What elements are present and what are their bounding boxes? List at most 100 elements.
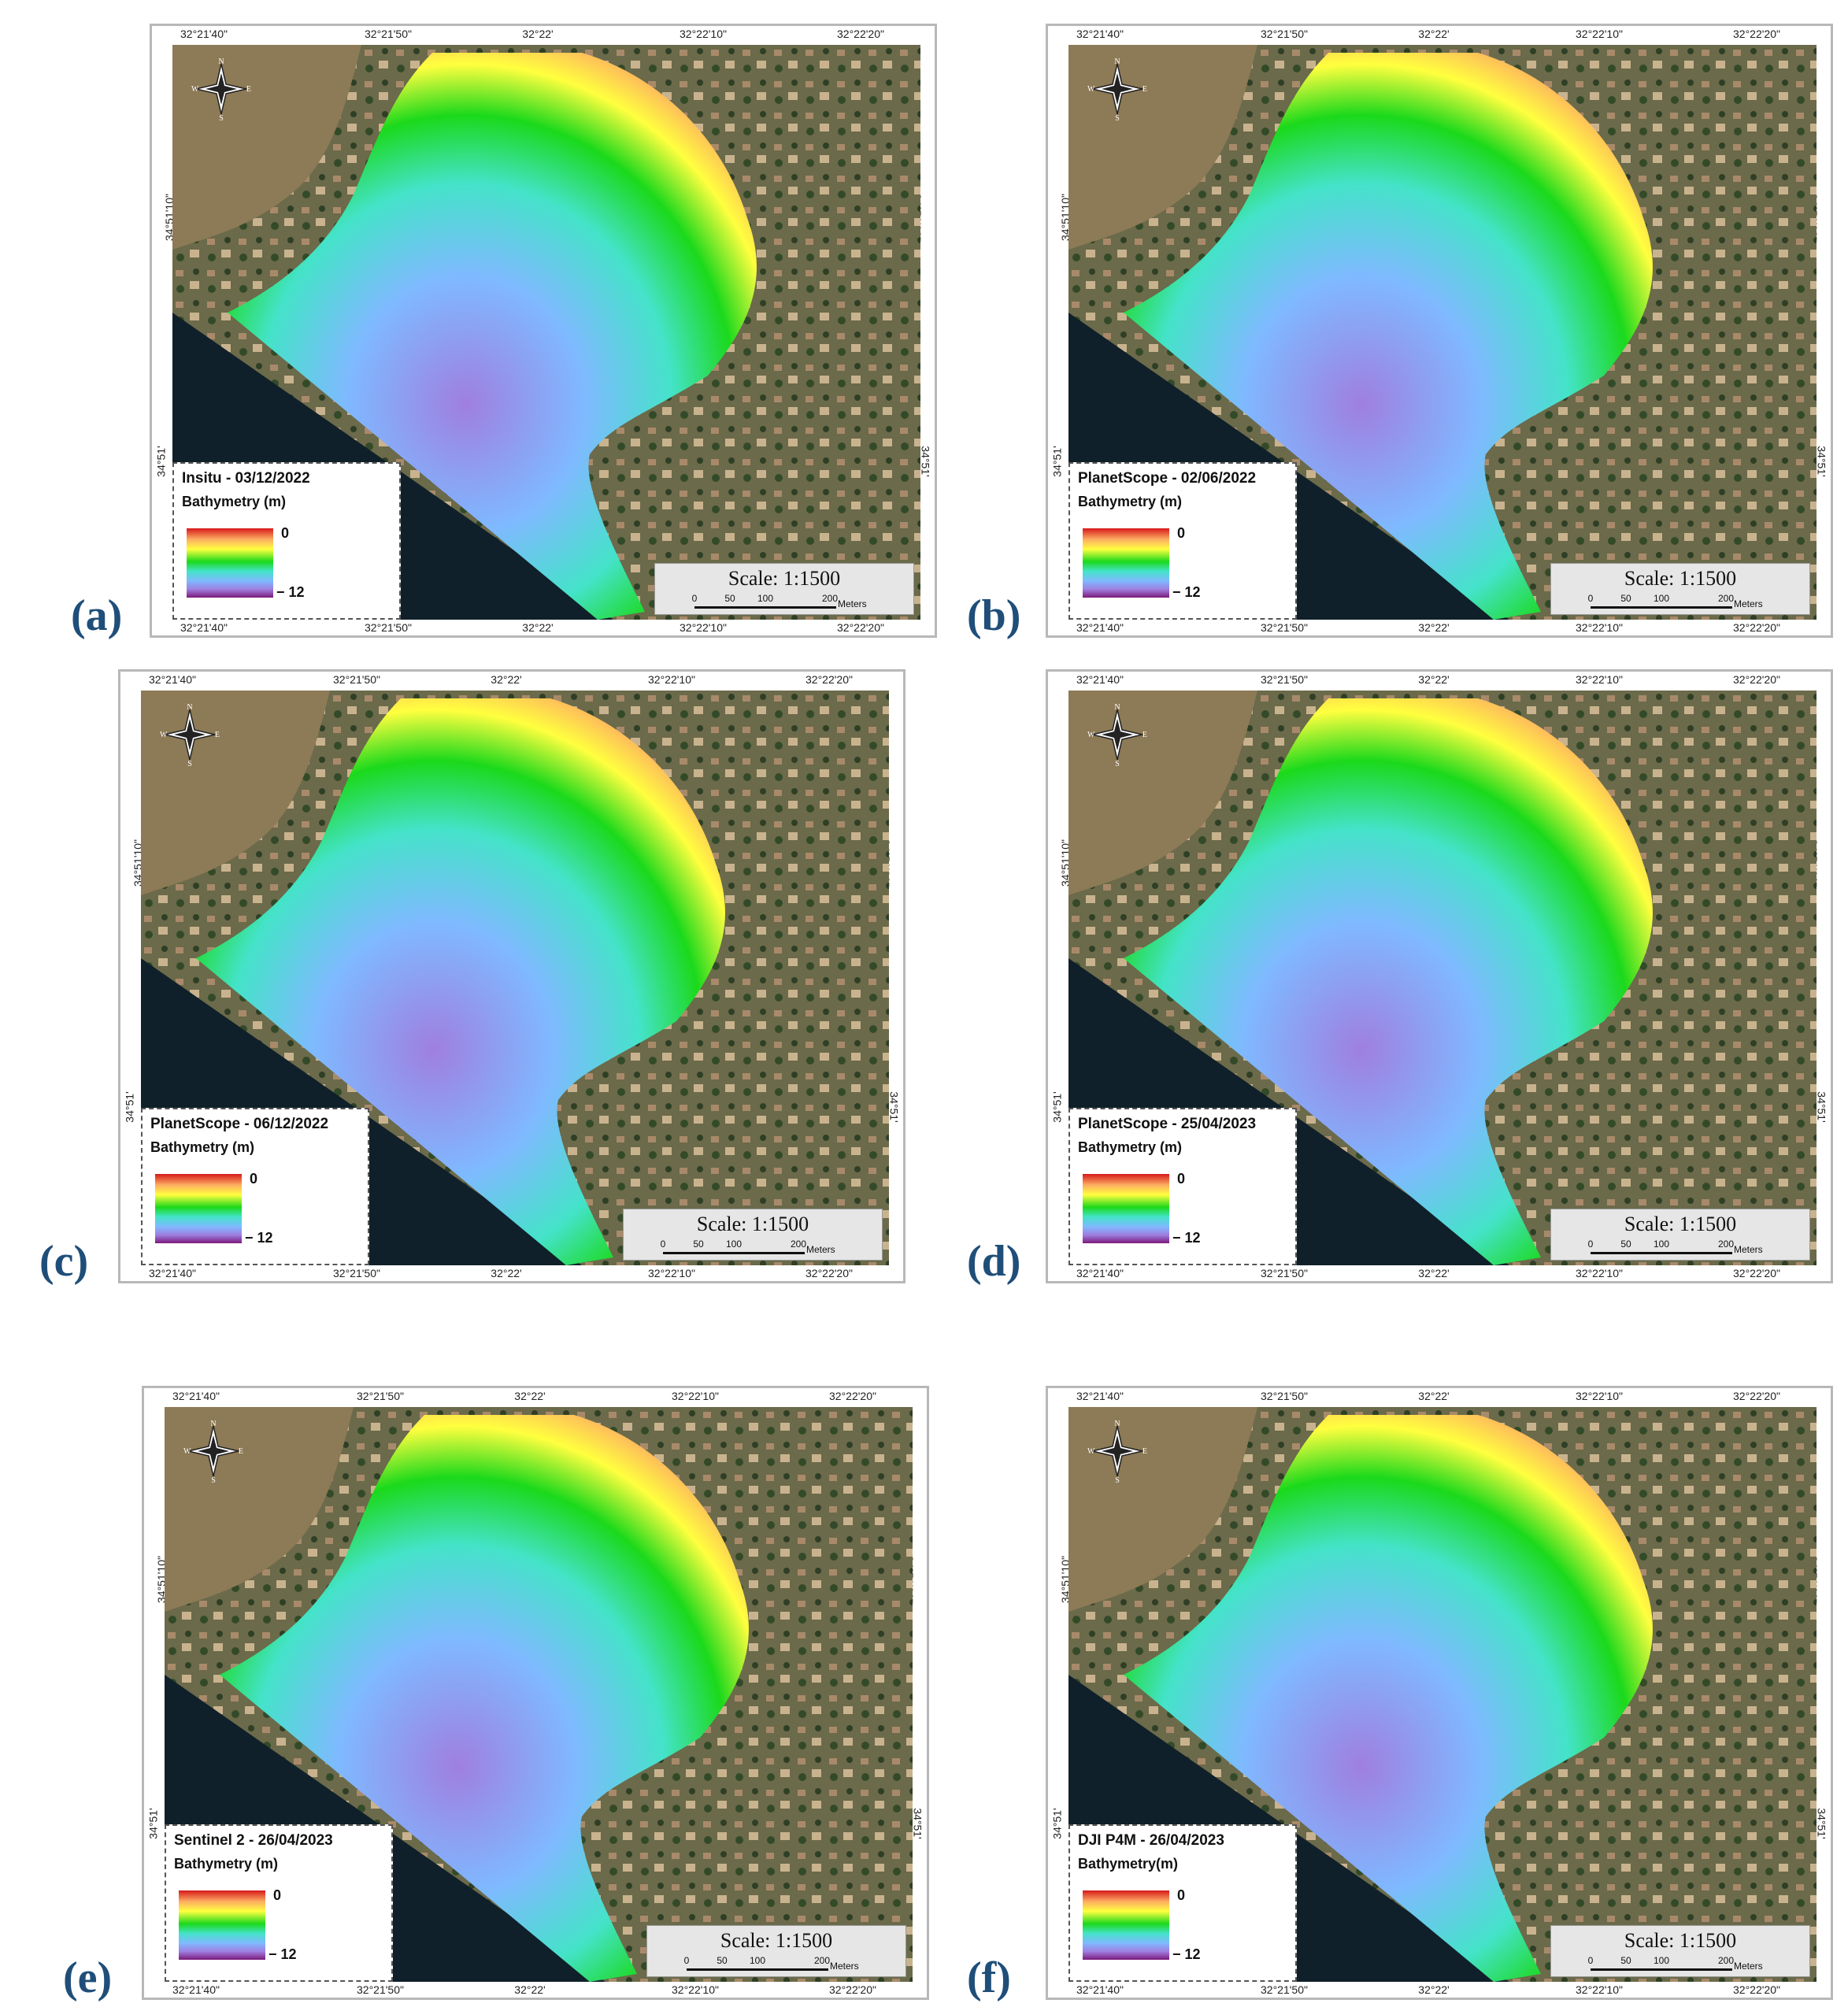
y-tick-left: 34°51'	[1050, 1808, 1064, 1839]
scale-bar	[694, 606, 836, 609]
color-ramp	[187, 528, 273, 598]
scale-box: Scale: 1:1500 0 50 100 200 Meters	[646, 1925, 906, 1977]
x-tick-top: 32°22'10"	[680, 28, 727, 40]
x-tick-bottom: 32°21'40"	[1076, 621, 1124, 634]
map-frame: 32°21'40" 32°21'50" 32°22' 32°22'10" 32°…	[1046, 24, 1833, 638]
satellite-map: N S E W Sentinel 2 - 26/04/2023 Bathymet…	[165, 1407, 913, 1982]
svg-text:E: E	[1143, 85, 1147, 94]
satellite-map: N S E W Insitu - 03/12/2022 Bathymetry (…	[172, 45, 920, 620]
legend-box: PlanetScope - 06/12/2022 Bathymetry (m) …	[141, 1108, 369, 1265]
legend-box: DJI P4M - 26/04/2023 Bathymetry(m) 0 − 1…	[1068, 1824, 1297, 1982]
x-tick-bottom: 32°22'10"	[1576, 1267, 1623, 1279]
legend-min-label: − 12	[245, 1230, 273, 1246]
compass-rose-icon: N S E W	[1087, 57, 1147, 120]
scale-unit: Meters	[838, 598, 867, 609]
panel-letter: (f)	[967, 1953, 1011, 2002]
svg-text:E: E	[1143, 1447, 1147, 1456]
x-tick-top: 32°21'50"	[1261, 673, 1308, 686]
scale-unit: Meters	[806, 1244, 835, 1255]
legend-title: PlanetScope - 06/12/2022	[150, 1116, 329, 1132]
svg-text:W: W	[1087, 1447, 1095, 1456]
compass-rose-icon: N S E W	[183, 1420, 243, 1483]
color-ramp	[155, 1174, 242, 1243]
panel-letter: (d)	[967, 1237, 1021, 1286]
panel-letter: (a)	[71, 591, 123, 640]
map-panel-d: 32°21'40" 32°21'50" 32°22' 32°22'10" 32°…	[967, 669, 1833, 1283]
panel-letter: (c)	[39, 1237, 89, 1286]
scale-tick: 100	[749, 1955, 766, 1966]
scale-tick: 200	[790, 1239, 807, 1250]
scale-tick: 100	[1653, 593, 1670, 604]
legend-min-label: − 12	[1172, 1230, 1201, 1246]
svg-text:E: E	[1143, 731, 1147, 739]
scale-tick: 100	[1653, 1955, 1670, 1966]
y-tick-right: 34°51'	[911, 1808, 924, 1839]
scale-tick: 0	[691, 593, 698, 604]
scale-bar	[1591, 606, 1732, 609]
scale-text: Scale: 1:1500	[1624, 1213, 1737, 1235]
x-tick-bottom: 32°21'50"	[365, 621, 412, 634]
x-tick-top: 32°21'40"	[149, 673, 196, 686]
x-tick-top: 32°22'10"	[1576, 28, 1623, 40]
x-tick-top: 32°22'10"	[648, 673, 695, 686]
x-tick-top: 32°21'40"	[1076, 28, 1124, 40]
x-tick-top: 32°21'40"	[180, 28, 228, 40]
scale-unit: Meters	[1734, 598, 1763, 609]
legend-min-label: − 12	[276, 584, 305, 600]
svg-text:W: W	[183, 1447, 191, 1456]
map-panel-a: 32°21'40" 32°21'50" 32°22' 32°22'10" 32°…	[71, 24, 937, 638]
x-tick-bottom: 32°22'20"	[1733, 621, 1780, 634]
scale-tick: 0	[683, 1955, 690, 1966]
map-panel-b: 32°21'40" 32°21'50" 32°22' 32°22'10" 32°…	[967, 24, 1833, 638]
scale-tick: 50	[1620, 593, 1631, 604]
scale-bar	[687, 1968, 828, 1971]
x-tick-top: 32°21'50"	[1261, 1390, 1308, 1402]
compass-rose-icon: N S E W	[1087, 1420, 1147, 1483]
y-tick-left: 34°51'	[1050, 1091, 1064, 1123]
map-frame: 32°21'40" 32°21'50" 32°22' 32°22'10" 32°…	[1046, 1386, 1833, 2000]
x-tick-bottom: 32°22'10"	[1576, 1983, 1623, 1996]
scale-tick: 200	[1717, 1239, 1735, 1250]
svg-text:N: N	[1114, 703, 1120, 712]
map-panel-f: 32°21'40" 32°21'50" 32°22' 32°22'10" 32°…	[967, 1386, 1833, 2000]
legend-title: Insitu - 03/12/2022	[182, 470, 310, 487]
scale-tick: 100	[757, 593, 774, 604]
y-tick-left: 34°51'	[123, 1091, 136, 1123]
x-tick-bottom: 32°22'10"	[672, 1983, 719, 1996]
legend-min-label: − 12	[1172, 1946, 1201, 1962]
x-tick-top: 32°21'40"	[1076, 673, 1124, 686]
x-tick-bottom: 32°22'	[514, 1983, 546, 1996]
scale-tick: 0	[1587, 1955, 1594, 1966]
x-tick-bottom: 32°22'	[1418, 1267, 1450, 1279]
x-tick-bottom: 32°22'	[491, 1267, 522, 1279]
color-ramp	[179, 1890, 265, 1960]
legend-max-label: 0	[250, 1171, 258, 1187]
svg-text:W: W	[191, 85, 199, 94]
compass-rose-icon: N S E W	[160, 703, 220, 766]
panel-letter: (b)	[967, 591, 1021, 640]
x-tick-top: 32°22'10"	[1576, 1390, 1623, 1402]
scale-box: Scale: 1:1500 0 50 100 200 Meters	[1550, 1209, 1810, 1261]
map-frame: 32°21'40" 32°21'50" 32°22' 32°22'10" 32°…	[1046, 669, 1833, 1283]
svg-text:S: S	[211, 1476, 216, 1483]
svg-text:S: S	[1115, 114, 1120, 120]
legend-max-label: 0	[273, 1887, 282, 1903]
scale-tick: 0	[1587, 1239, 1594, 1250]
scale-text: Scale: 1:1500	[720, 1929, 833, 1952]
satellite-map: N S E W PlanetScope - 02/06/2022 Bathyme…	[1068, 45, 1817, 620]
x-tick-bottom: 32°21'50"	[357, 1983, 404, 1996]
scale-tick: 0	[1587, 593, 1594, 604]
svg-text:S: S	[1115, 1476, 1120, 1483]
x-tick-top: 32°22'	[522, 28, 554, 40]
map-panel-e: 32°21'40" 32°21'50" 32°22' 32°22'10" 32°…	[63, 1386, 929, 2000]
x-tick-bottom: 32°21'40"	[172, 1983, 220, 1996]
legend-subtitle: Bathymetry (m)	[150, 1139, 255, 1155]
x-tick-bottom: 32°22'	[522, 621, 554, 634]
scale-tick: 50	[724, 593, 735, 604]
x-tick-bottom: 32°21'40"	[149, 1267, 196, 1279]
x-tick-top: 32°22'20"	[805, 673, 853, 686]
legend-max-label: 0	[1177, 1171, 1186, 1187]
svg-text:N: N	[1114, 57, 1120, 66]
scale-tick: 50	[693, 1239, 704, 1250]
y-tick-right: 34°51'	[1815, 446, 1828, 477]
